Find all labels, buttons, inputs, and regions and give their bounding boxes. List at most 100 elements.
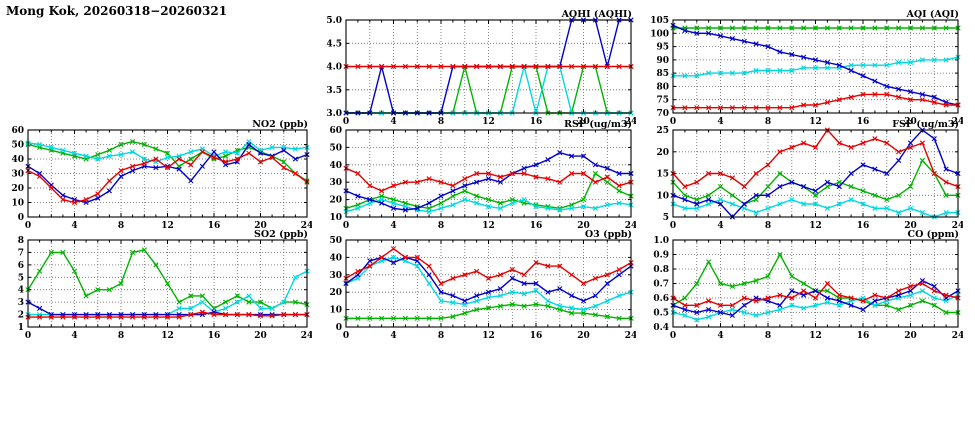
svg-text:AQI (AQI): AQI (AQI) (906, 9, 959, 20)
svg-text:16: 16 (530, 331, 543, 340)
svg-text:50: 50 (11, 141, 24, 151)
svg-text:24: 24 (952, 221, 963, 230)
svg-text:0: 0 (343, 117, 349, 126)
svg-text:70: 70 (656, 109, 669, 119)
svg-text:3.5: 3.5 (326, 86, 342, 96)
svg-text:30: 30 (11, 170, 24, 180)
svg-text:12: 12 (482, 117, 495, 126)
svg-text:0: 0 (343, 331, 349, 340)
svg-text:50: 50 (329, 236, 342, 246)
svg-text:3.0: 3.0 (326, 109, 342, 119)
svg-text:12: 12 (161, 221, 174, 230)
svg-text:0: 0 (670, 331, 676, 340)
svg-text:6: 6 (18, 261, 24, 271)
svg-text:24: 24 (301, 331, 312, 340)
svg-text:90: 90 (656, 56, 669, 66)
svg-text:24: 24 (625, 221, 636, 230)
svg-text:16: 16 (208, 331, 221, 340)
svg-text:8: 8 (765, 331, 771, 340)
svg-text:10: 10 (329, 306, 342, 316)
chart-co: 0.4 0.5 0.6 0.7 0.8 0.9 1.0 0 4 8 12 16 20 24 CO (ppm) (645, 228, 964, 341)
svg-text:0.4: 0.4 (653, 323, 669, 333)
chart-aqhi: 3.0 3.5 4.0 4.5 5.0 0 4 8 12 16 20 24 AQHI (AQHI) (318, 8, 637, 127)
svg-text:SO2 (ppb): SO2 (ppb) (254, 229, 308, 240)
svg-text:75: 75 (656, 96, 669, 106)
svg-text:20: 20 (904, 117, 917, 126)
svg-text:25: 25 (656, 126, 669, 136)
svg-text:16: 16 (530, 221, 543, 230)
svg-text:4: 4 (390, 331, 396, 340)
svg-text:8: 8 (438, 221, 444, 230)
svg-text:16: 16 (530, 117, 543, 126)
svg-text:CO (ppm): CO (ppm) (908, 229, 959, 240)
svg-text:20: 20 (254, 331, 267, 340)
svg-text:7: 7 (18, 248, 24, 258)
chart-rsp: 10 20 30 40 50 60 0 4 8 12 16 20 24 RSP (ug/m3) (318, 118, 637, 231)
svg-text:20: 20 (577, 221, 590, 230)
svg-text:60: 60 (11, 126, 24, 136)
svg-text:20: 20 (11, 184, 24, 194)
svg-text:16: 16 (857, 331, 870, 340)
svg-text:1: 1 (18, 323, 24, 333)
svg-text:0.5: 0.5 (653, 309, 669, 319)
chart-aqi: 70 75 80 85 90 95 100 105 0 4 8 12 16 20 24 AQI (AQI) (645, 8, 964, 127)
svg-text:8: 8 (765, 221, 771, 230)
svg-text:10: 10 (11, 199, 24, 209)
svg-text:0.6: 0.6 (653, 294, 669, 304)
svg-text:8: 8 (438, 117, 444, 126)
svg-text:20: 20 (656, 148, 669, 158)
svg-text:0: 0 (670, 117, 676, 126)
svg-text:24: 24 (625, 331, 636, 340)
svg-text:30: 30 (329, 271, 342, 281)
svg-text:20: 20 (254, 221, 267, 230)
svg-text:4: 4 (390, 117, 396, 126)
svg-text:0: 0 (343, 221, 349, 230)
svg-text:0: 0 (25, 331, 31, 340)
svg-text:40: 40 (329, 161, 342, 171)
svg-text:20: 20 (904, 221, 917, 230)
svg-text:4: 4 (717, 331, 723, 340)
svg-text:5.0: 5.0 (326, 16, 342, 26)
svg-text:8: 8 (438, 331, 444, 340)
svg-text:24: 24 (625, 117, 636, 126)
svg-text:4.0: 4.0 (326, 63, 342, 73)
svg-text:40: 40 (11, 155, 24, 165)
svg-text:24: 24 (301, 221, 312, 230)
svg-text:4: 4 (717, 221, 723, 230)
svg-text:60: 60 (329, 126, 342, 136)
svg-text:0.9: 0.9 (653, 251, 669, 261)
svg-text:8: 8 (118, 221, 124, 230)
svg-text:5: 5 (18, 273, 24, 283)
svg-text:12: 12 (809, 117, 822, 126)
svg-text:20: 20 (577, 331, 590, 340)
svg-text:0: 0 (670, 221, 676, 230)
page-title: Mong Kok, 20260318−20260321 (6, 4, 228, 18)
svg-text:15: 15 (656, 170, 669, 180)
svg-text:20: 20 (329, 196, 342, 206)
svg-text:8: 8 (118, 331, 124, 340)
svg-text:12: 12 (161, 331, 174, 340)
svg-text:16: 16 (857, 221, 870, 230)
svg-text:100: 100 (650, 29, 669, 39)
chart-so2: 1 2 3 4 5 6 7 8 0 4 8 12 16 20 24 SO2 (ppb) (0, 228, 314, 341)
svg-text:0: 0 (25, 221, 31, 230)
svg-text:8: 8 (18, 236, 24, 246)
svg-text:10: 10 (656, 191, 669, 201)
svg-text:24: 24 (952, 117, 963, 126)
svg-text:16: 16 (857, 117, 870, 126)
svg-text:0: 0 (18, 213, 24, 223)
svg-text:30: 30 (329, 178, 342, 188)
svg-text:4: 4 (390, 221, 396, 230)
svg-text:12: 12 (809, 221, 822, 230)
svg-text:0: 0 (336, 323, 342, 333)
svg-text:0.8: 0.8 (653, 265, 669, 275)
svg-text:NO2 (ppb): NO2 (ppb) (252, 119, 308, 130)
svg-text:50: 50 (329, 143, 342, 153)
svg-text:10: 10 (329, 213, 342, 223)
svg-text:4: 4 (71, 221, 77, 230)
svg-text:12: 12 (482, 221, 495, 230)
svg-text:80: 80 (656, 82, 669, 92)
svg-text:4.5: 4.5 (326, 39, 342, 49)
svg-text:95: 95 (656, 43, 669, 53)
svg-text:12: 12 (809, 331, 822, 340)
